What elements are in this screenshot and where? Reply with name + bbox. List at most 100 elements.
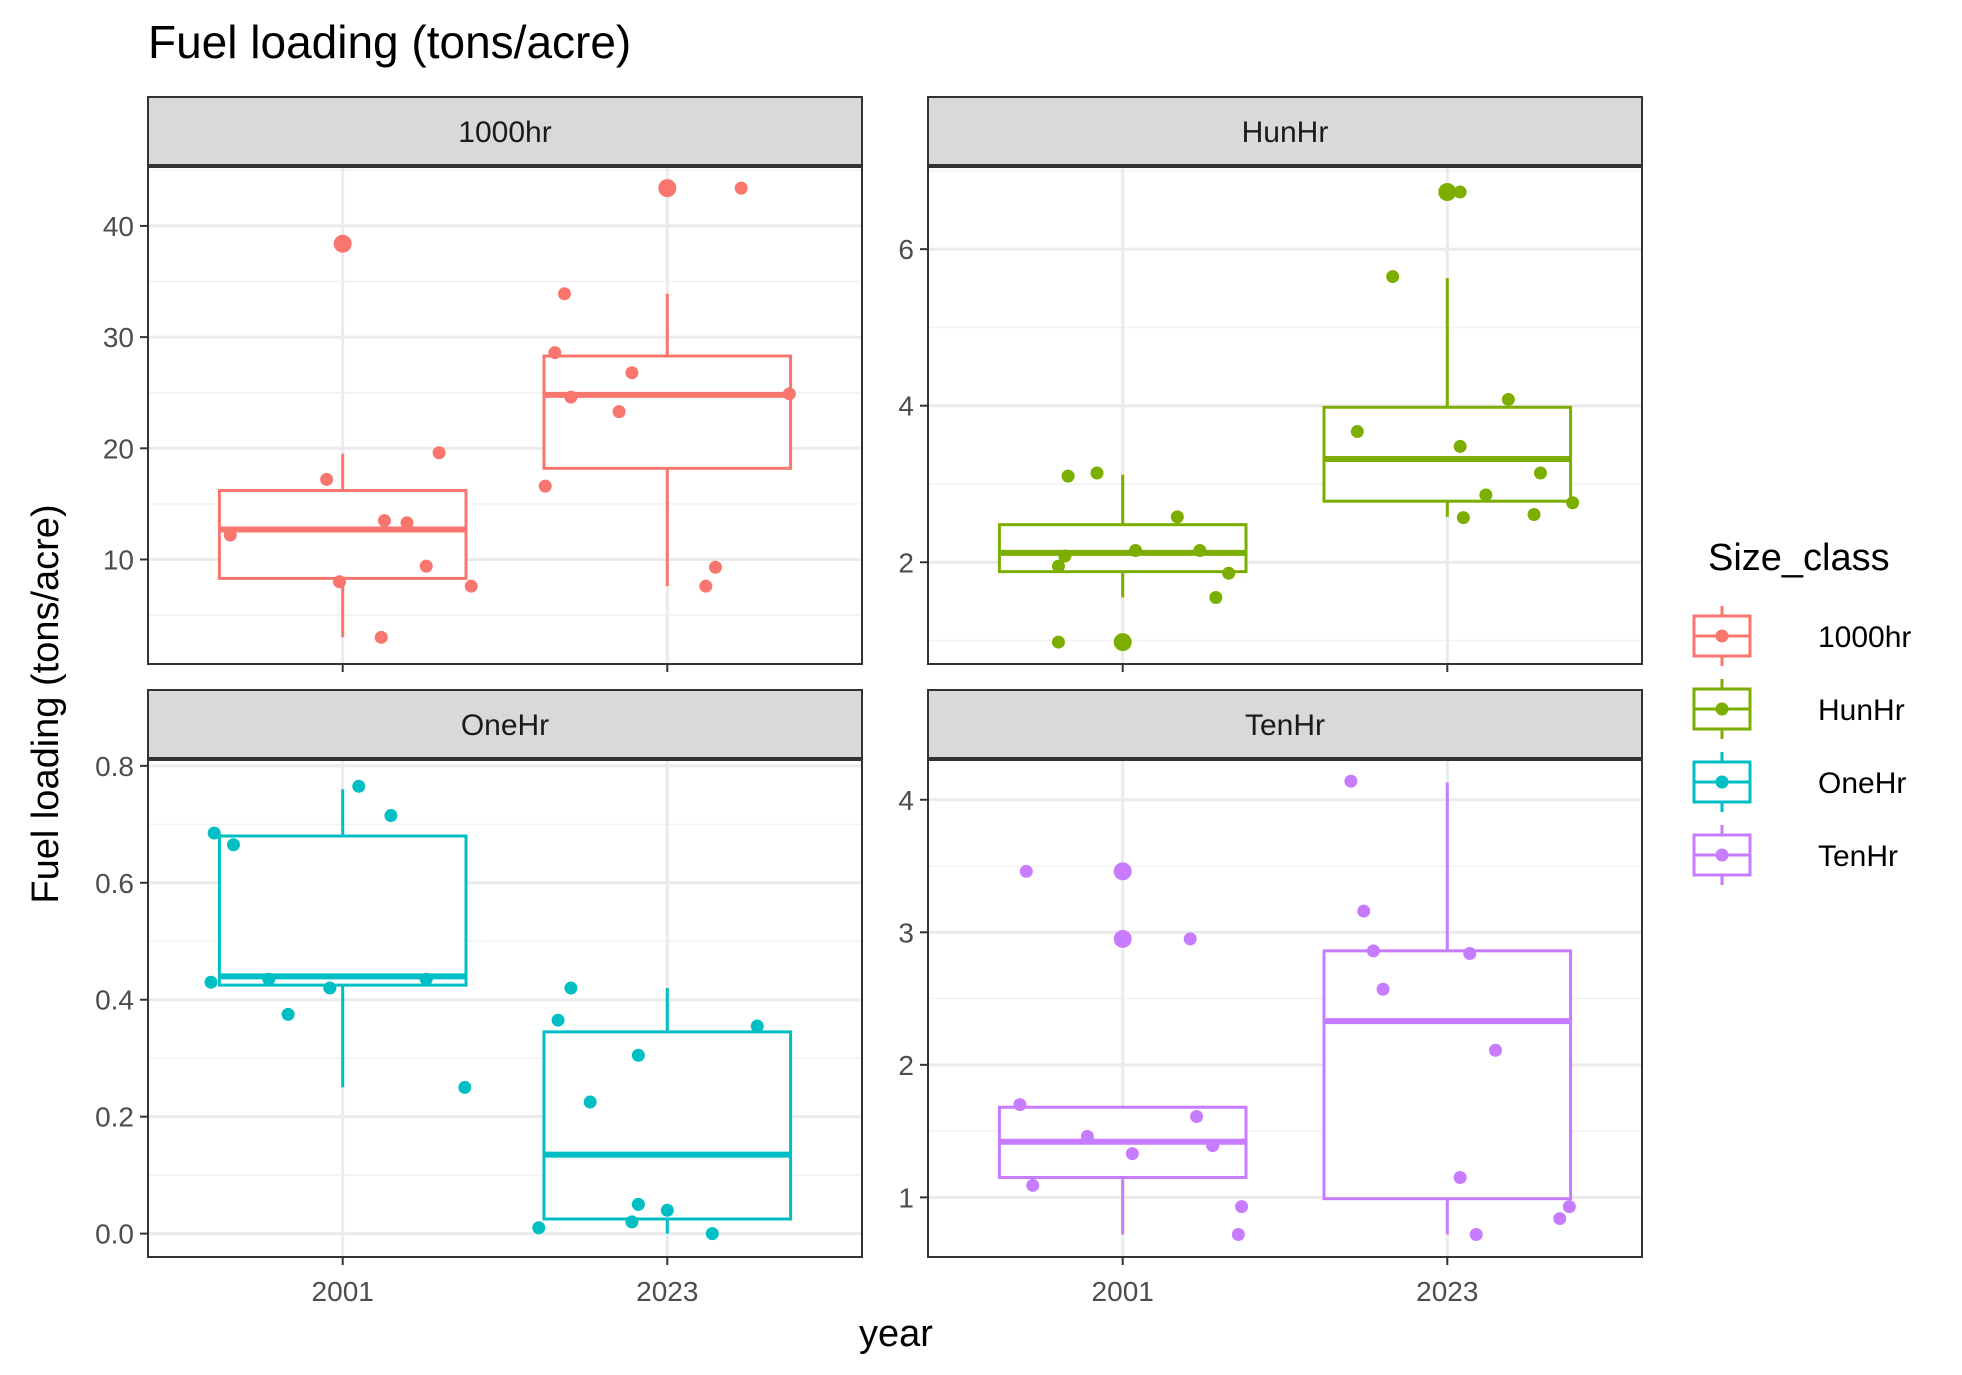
facet-strip-label: HunHr: [1242, 116, 1329, 149]
y-tick-label: 0.6: [95, 868, 134, 899]
legend-key-point: [1715, 702, 1729, 716]
data-point: [538, 479, 552, 493]
y-tick-label: 2: [898, 547, 914, 578]
legend-entry-label: TenHr: [1818, 840, 1898, 873]
facet-panel-tenhr: TenHr 1 2 3 4 2001 2023: [898, 689, 1643, 1307]
data-point: [1463, 946, 1477, 960]
data-point: [1501, 392, 1515, 406]
legend-title: Size_class: [1708, 537, 1890, 579]
legend-key-onehr: [1692, 752, 1752, 812]
y-tick-label: 0.2: [95, 1102, 134, 1133]
data-point: [532, 1221, 546, 1235]
facet-panel-onehr: OneHr 0.0 0.2 0.4 0.6 0.8 2001 2023: [95, 689, 863, 1307]
data-point: [734, 181, 748, 195]
box-iqr: [997, 523, 1248, 574]
panel-border: [147, 759, 863, 1258]
x-tick-label: 2001: [1092, 1276, 1154, 1307]
legend-key-hunhr: [1692, 679, 1752, 739]
data-point: [1562, 1200, 1576, 1214]
x-tick-label: 2023: [1416, 1276, 1478, 1307]
data-point: [625, 366, 639, 380]
y-tick-label: 40: [103, 211, 134, 242]
legend-key-tenhr: [1692, 825, 1752, 885]
data-point: [419, 972, 433, 986]
data-point: [1386, 270, 1400, 284]
data-point: [1533, 466, 1547, 480]
data-point: [1116, 635, 1130, 649]
data-point: [1469, 1227, 1483, 1241]
panel-border: [927, 166, 1643, 665]
data-point: [1193, 544, 1207, 558]
data-point: [631, 1048, 645, 1062]
data-point: [625, 1215, 639, 1229]
data-point: [1116, 932, 1130, 946]
y-tick-label: 30: [103, 322, 134, 353]
data-point: [464, 579, 478, 593]
legend-key-point: [1715, 775, 1729, 789]
data-point: [557, 287, 571, 301]
data-point: [1527, 508, 1541, 522]
data-point: [1357, 904, 1371, 918]
data-point: [419, 559, 433, 573]
data-point: [1440, 185, 1454, 199]
data-point: [782, 387, 796, 401]
data-point: [750, 1019, 764, 1033]
y-tick-label: 0.8: [95, 751, 134, 782]
facet-strip-label: 1000hr: [458, 116, 551, 149]
facet-strip: [147, 689, 863, 759]
facet-strip: [927, 96, 1643, 166]
y-tick-label: 3: [898, 917, 914, 948]
data-point: [377, 514, 391, 528]
data-point: [1090, 466, 1104, 480]
data-point: [1231, 1227, 1245, 1241]
data-point: [352, 779, 366, 793]
data-point: [1206, 1139, 1220, 1153]
data-point: [1116, 864, 1130, 878]
data-point: [1488, 1043, 1502, 1057]
x-tick-label: 2023: [636, 1276, 698, 1307]
data-point: [699, 579, 713, 593]
x-tick-label: 2001: [312, 1276, 374, 1307]
box-iqr: [1322, 405, 1573, 503]
data-point: [1058, 549, 1072, 563]
data-point: [1553, 1212, 1567, 1226]
data-point: [262, 972, 276, 986]
data-point: [1453, 185, 1467, 199]
data-point: [336, 237, 350, 251]
data-point: [705, 1227, 719, 1241]
data-point: [1479, 488, 1493, 502]
data-point: [223, 528, 237, 542]
data-point: [1051, 635, 1065, 649]
data-point: [204, 975, 218, 989]
facet-panel-1000hr: 1000hr 10 20 30 40: [103, 96, 863, 672]
y-tick-label: 4: [898, 785, 914, 816]
data-point: [1566, 496, 1580, 510]
facet-strip-label: OneHr: [461, 709, 549, 742]
data-point: [226, 838, 240, 852]
data-point: [1013, 1098, 1027, 1112]
data-point: [612, 405, 626, 419]
data-point: [564, 390, 578, 404]
data-point: [1129, 544, 1143, 558]
data-point: [583, 1095, 597, 1109]
data-point: [1209, 590, 1223, 604]
data-point: [384, 809, 398, 823]
data-point: [1080, 1129, 1094, 1143]
data-point: [548, 346, 562, 360]
data-point: [281, 1007, 295, 1021]
data-point: [1453, 439, 1467, 453]
box-iqr: [542, 354, 793, 470]
legend: Size_class 1000hr HunHr OneHr TenHr: [1692, 537, 1911, 885]
panel-border: [147, 166, 863, 665]
data-point: [458, 1080, 472, 1094]
data-point: [631, 1197, 645, 1211]
y-tick-label: 0.4: [95, 985, 134, 1016]
data-point: [1183, 932, 1197, 946]
facet-strip: [927, 689, 1643, 759]
y-axis-label: Fuel loading (tons/acre): [25, 504, 67, 903]
data-point: [323, 981, 337, 995]
data-point: [400, 516, 414, 530]
facet-panel-hunhr: HunHr 2 4 6: [898, 96, 1643, 672]
chart-title: Fuel loading (tons/acre): [148, 16, 631, 68]
